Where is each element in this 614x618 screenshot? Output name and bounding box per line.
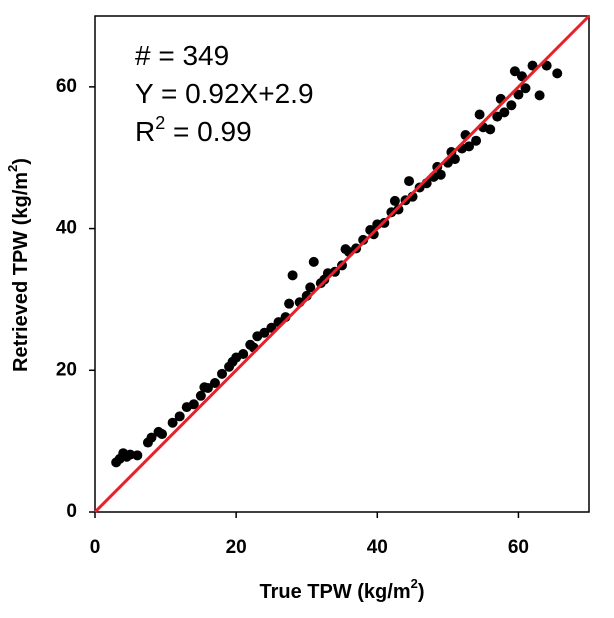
point bbox=[146, 432, 157, 443]
point bbox=[284, 298, 295, 309]
annotation: R2 = 0.99 bbox=[135, 113, 252, 148]
point bbox=[471, 135, 482, 146]
point bbox=[188, 399, 199, 410]
annotation: Y = 0.92X+2.9 bbox=[135, 78, 314, 109]
point bbox=[157, 429, 168, 440]
point bbox=[174, 411, 185, 422]
y-tick-label: 40 bbox=[56, 218, 77, 239]
x-tick-label: 40 bbox=[367, 537, 388, 558]
annotation-part: Y = 0.92X+2.9 bbox=[135, 78, 314, 109]
point bbox=[238, 348, 249, 359]
point bbox=[474, 109, 485, 120]
point bbox=[202, 383, 213, 393]
point bbox=[358, 234, 369, 245]
point bbox=[305, 282, 316, 293]
annotation-part: 2 bbox=[155, 113, 165, 133]
point bbox=[464, 141, 475, 152]
y-tick-label: 0 bbox=[66, 501, 77, 522]
point bbox=[485, 124, 496, 135]
point bbox=[435, 169, 446, 180]
point bbox=[287, 270, 298, 281]
x-label-text: True TPW (kg/m bbox=[259, 581, 410, 603]
point bbox=[195, 390, 206, 401]
point bbox=[506, 100, 517, 111]
plot-frame bbox=[94, 15, 590, 513]
point bbox=[217, 368, 228, 379]
point bbox=[520, 83, 531, 94]
x-tick-label: 20 bbox=[226, 537, 247, 558]
y-label-text: Retrieved TPW (kg/m bbox=[10, 172, 32, 372]
point bbox=[132, 450, 143, 461]
x-label-sup: 2 bbox=[411, 576, 418, 591]
point bbox=[404, 176, 415, 187]
x-label-text: ) bbox=[418, 581, 425, 603]
y-axis-label: Retrieved TPW (kg/m2) bbox=[5, 158, 32, 372]
point bbox=[509, 66, 520, 77]
point bbox=[499, 107, 510, 118]
annotation-part: # = 349 bbox=[135, 40, 229, 71]
point bbox=[167, 417, 178, 428]
annotation-part: = 0.99 bbox=[165, 116, 251, 147]
point bbox=[209, 378, 220, 389]
point bbox=[449, 154, 460, 165]
point bbox=[308, 256, 319, 267]
y-label-text: ) bbox=[10, 158, 32, 165]
y-tick-label: 60 bbox=[56, 76, 77, 97]
reference-line bbox=[93, 14, 591, 514]
x-tick-label: 0 bbox=[90, 537, 101, 558]
point bbox=[513, 89, 524, 100]
x-axis-label: True TPW (kg/m2) bbox=[259, 576, 424, 603]
y-label-sup: 2 bbox=[5, 165, 20, 172]
x-tick-label: 60 bbox=[508, 537, 529, 558]
point bbox=[389, 195, 400, 206]
point bbox=[534, 90, 545, 101]
point bbox=[552, 68, 563, 79]
annotation-part: R bbox=[135, 116, 155, 147]
annotation: # = 349 bbox=[135, 40, 229, 71]
point bbox=[259, 327, 270, 338]
y-tick-label: 20 bbox=[56, 359, 77, 380]
